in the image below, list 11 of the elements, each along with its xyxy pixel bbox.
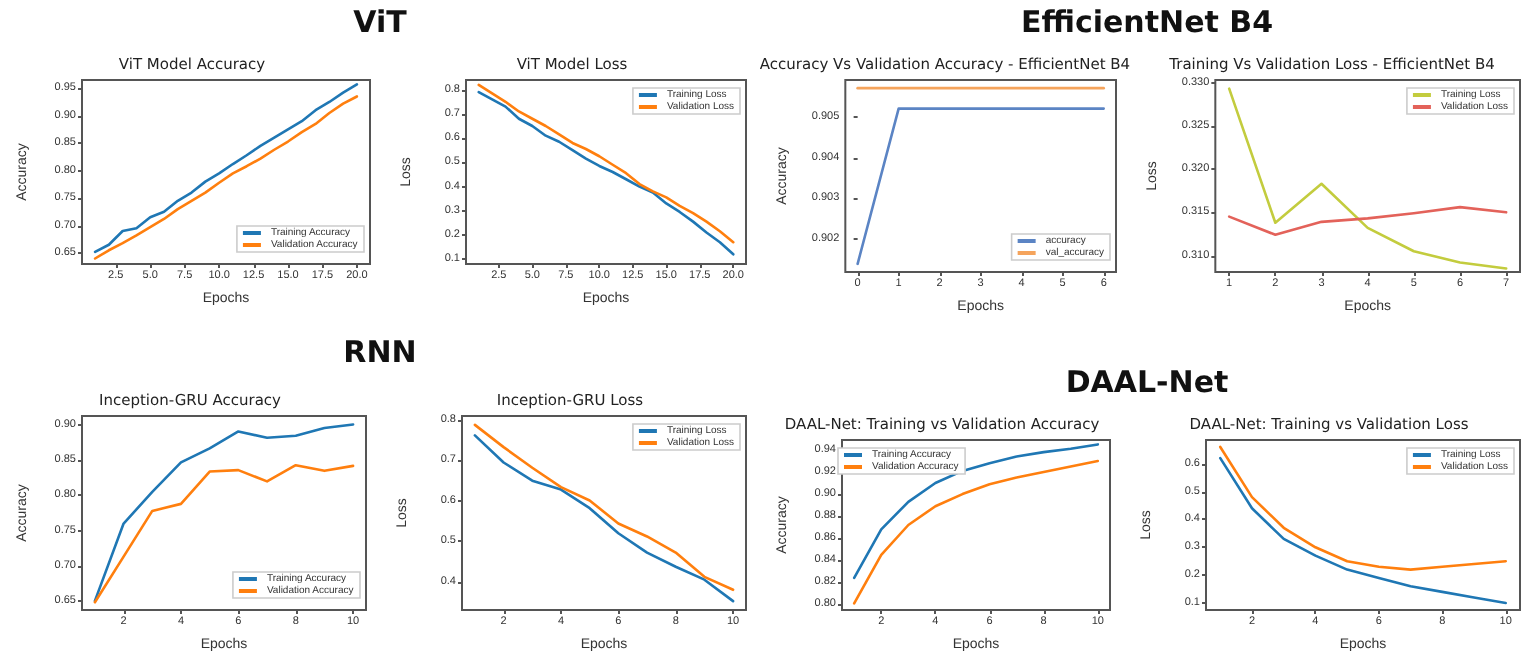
- line-series: [1227, 205, 1508, 237]
- line-series: [93, 463, 355, 604]
- text: RNN: [341, 332, 419, 374]
- line-series: [852, 459, 1100, 605]
- text: DAAL-Net: [1063, 362, 1231, 404]
- line-series: [1227, 87, 1508, 270]
- line-series: [1218, 445, 1508, 571]
- text: EfficientNet B4: [1018, 2, 1276, 44]
- line-series: [852, 443, 1100, 580]
- text: ViT: [351, 2, 409, 44]
- line-series: [93, 423, 355, 603]
